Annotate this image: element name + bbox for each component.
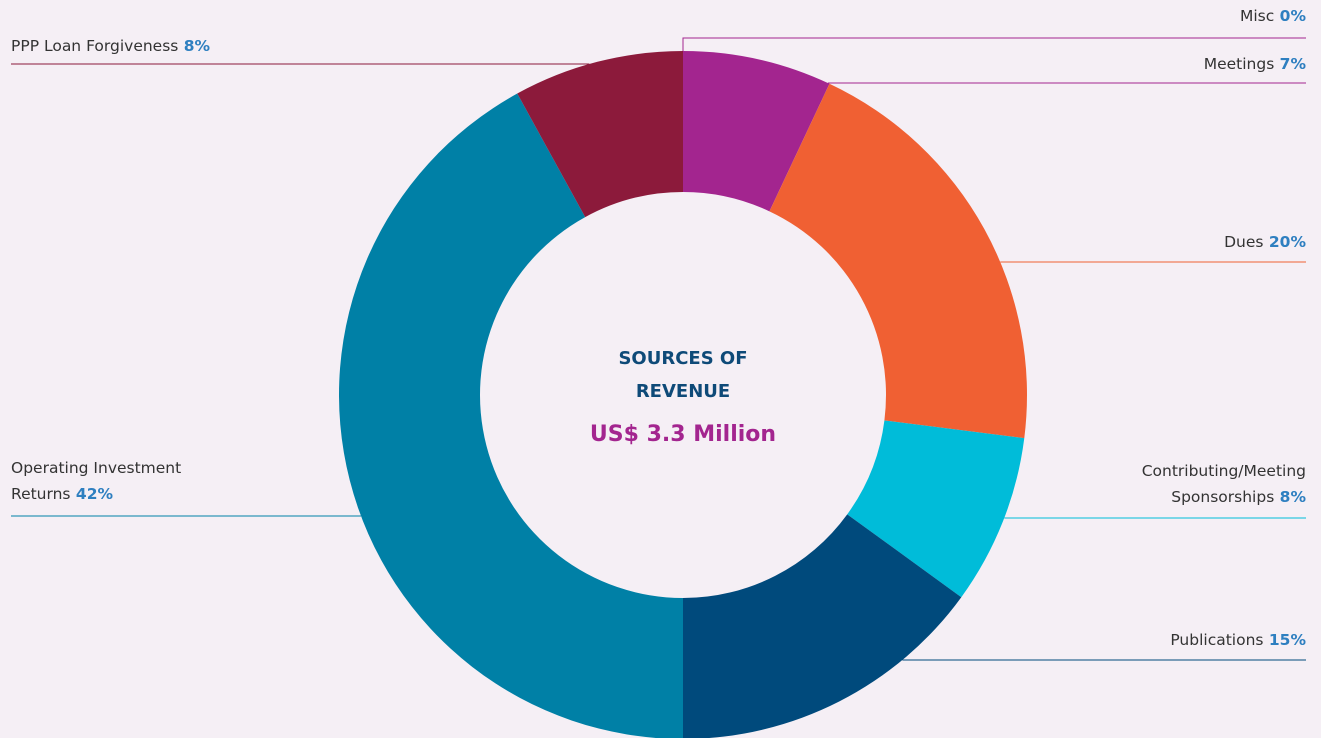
value-ppp-loan-forgiveness: 8% (178, 37, 210, 55)
leader-line-misc (682, 37, 1306, 51)
leader-lines (11, 37, 1306, 661)
slice-dues (769, 83, 1027, 439)
slice-labels: Misc 0% Meetings 7% Dues 20% Contributing/M… (11, 7, 1306, 649)
value-misc: 0% (1274, 7, 1306, 25)
center-title-line-1: SOURCES OF (618, 348, 747, 369)
center-title-line-2: REVENUE (636, 381, 730, 402)
slice-operating-investment-returns (339, 93, 683, 738)
value-dues: 20% (1264, 233, 1307, 251)
slice-publications (683, 514, 962, 738)
slice-contributing-meeting-sponsorships (847, 420, 1025, 598)
label-dues: Dues 20% (1224, 233, 1306, 251)
label-operating-investment-returns-line-1: Operating Investment (11, 459, 181, 477)
center-label: SOURCES OF REVENUE US$ 3.3 Million (590, 348, 776, 447)
label-contributing-meeting-sponsorships-line-1: Contributing/Meeting (1142, 462, 1306, 480)
value-operating-investment-returns: 42% (71, 485, 114, 503)
label-operating-investment-returns-line-2: Returns 42% (11, 485, 113, 503)
label-publications: Publications 15% (1170, 631, 1306, 649)
value-contributing-meeting-sponsorships: 8% (1274, 488, 1306, 506)
value-publications: 15% (1264, 631, 1307, 649)
label-meetings: Meetings 7% (1204, 55, 1307, 73)
label-misc: Misc 0% (1240, 7, 1306, 25)
value-meetings: 7% (1274, 55, 1306, 73)
label-contributing-meeting-sponsorships-line-2: Sponsorships 8% (1171, 488, 1306, 506)
center-total: US$ 3.3 Million (590, 422, 776, 447)
label-ppp-loan-forgiveness: PPP Loan Forgiveness 8% (11, 37, 211, 55)
donut-slices (339, 51, 1027, 738)
slice-ppp-loan-forgiveness (517, 51, 683, 218)
slice-meetings (683, 51, 830, 212)
